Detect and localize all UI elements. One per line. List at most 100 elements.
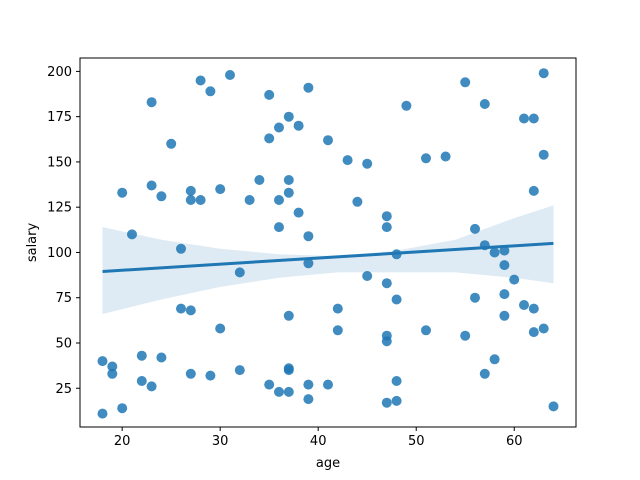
data-point: [97, 408, 108, 419]
data-point: [548, 401, 559, 412]
data-point: [362, 271, 373, 281]
data-point: [421, 325, 431, 336]
data-point: [117, 403, 128, 414]
x-tick-label: 40: [310, 434, 327, 449]
data-point: [205, 86, 216, 97]
data-point: [381, 278, 392, 289]
data-point: [97, 356, 108, 367]
plot-area: [80, 58, 576, 427]
data-point: [342, 155, 353, 166]
data-point: [303, 82, 314, 93]
data-point: [332, 325, 343, 336]
data-point: [303, 231, 314, 242]
data-point: [381, 211, 392, 222]
data-point: [352, 196, 363, 207]
data-point: [381, 222, 392, 233]
data-point: [519, 300, 529, 310]
data-point: [499, 310, 510, 321]
data-point: [528, 303, 539, 314]
data-point: [283, 111, 294, 122]
data-point: [185, 195, 196, 205]
data-point: [303, 394, 314, 405]
data-point: [117, 187, 128, 198]
data-point: [166, 138, 177, 149]
data-point: [332, 303, 343, 314]
data-point: [254, 175, 265, 185]
data-point: [519, 113, 529, 124]
data-point: [489, 247, 500, 258]
data-point: [538, 68, 549, 79]
data-point: [136, 350, 147, 361]
data-point: [215, 184, 226, 195]
x-tick-label: 60: [506, 434, 523, 449]
data-point: [479, 368, 490, 379]
data-point: [264, 89, 275, 100]
data-point: [195, 75, 206, 86]
data-point: [470, 223, 480, 234]
data-point: [205, 370, 216, 381]
data-point: [381, 397, 392, 408]
data-point: [195, 195, 206, 205]
y-axis-ticks: 25 50 75 100 125 150 175 200: [47, 65, 80, 397]
data-point: [264, 133, 275, 144]
data-point: [323, 379, 333, 390]
y-tick-label: 75: [55, 291, 72, 306]
data-point: [391, 376, 402, 386]
y-tick-label: 25: [55, 382, 72, 397]
data-point: [460, 77, 471, 88]
data-point: [509, 274, 520, 285]
data-point: [283, 310, 294, 321]
data-point: [283, 187, 294, 198]
y-tick-label: 50: [55, 336, 72, 351]
data-point: [460, 330, 471, 341]
data-point: [470, 292, 480, 303]
data-point: [234, 267, 245, 278]
data-point: [107, 368, 118, 379]
data-point: [479, 99, 490, 109]
axes-border: [79, 57, 577, 428]
data-point: [499, 260, 510, 271]
data-point: [528, 113, 539, 124]
data-point: [274, 122, 284, 133]
y-tick-label: 175: [47, 110, 72, 125]
data-point: [528, 327, 539, 338]
data-point: [274, 195, 284, 205]
x-axis-ticks: 20 30 40 50 60: [114, 427, 523, 449]
data-point: [283, 365, 294, 376]
regression-line: [102, 241, 554, 273]
y-tick-label: 125: [47, 201, 72, 216]
data-point: [264, 379, 275, 390]
confidence-band: [102, 205, 554, 314]
data-point: [185, 305, 196, 316]
data-point: [391, 294, 402, 305]
data-point: [489, 354, 500, 365]
data-point: [391, 395, 402, 406]
data-point: [528, 185, 539, 196]
data-point: [234, 365, 245, 376]
data-point: [127, 229, 137, 240]
data-point: [156, 352, 167, 363]
data-point: [293, 207, 304, 218]
data-point: [225, 70, 235, 80]
data-point: [146, 97, 157, 108]
data-point: [185, 185, 196, 196]
data-point: [176, 243, 186, 254]
data-point: [244, 195, 255, 205]
data-point: [362, 158, 373, 169]
data-point: [283, 386, 294, 397]
data-point: [538, 149, 549, 160]
y-axis-title: salary: [25, 223, 40, 263]
regression-line-layer: [102, 241, 554, 273]
data-point: [185, 368, 196, 379]
data-point: [421, 153, 431, 164]
data-point: [274, 386, 284, 397]
data-point: [293, 120, 304, 131]
data-point: [215, 323, 226, 334]
data-point: [401, 100, 412, 111]
x-tick-label: 20: [114, 434, 131, 449]
data-point: [107, 361, 118, 372]
data-point: [303, 258, 314, 269]
data-point: [323, 135, 333, 146]
x-tick-label: 50: [408, 434, 425, 449]
